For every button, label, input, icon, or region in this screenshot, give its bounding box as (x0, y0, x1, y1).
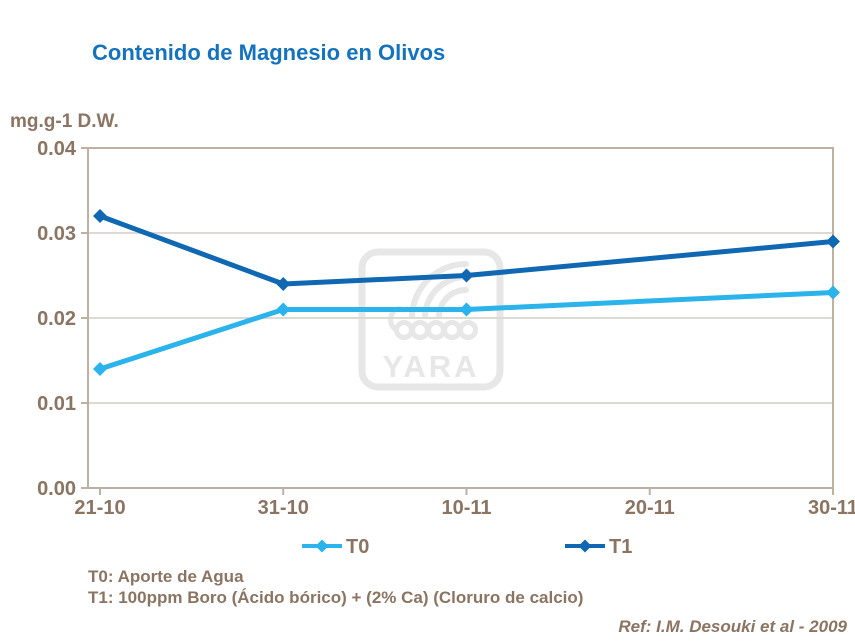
legend-marker-T0 (315, 539, 329, 553)
series-line-T1 (97, 213, 836, 287)
legend-label-T1: T1 (609, 536, 632, 558)
reference-text: Ref: I.M. Desouki et al - 2009 (618, 617, 847, 636)
legend-marker-T1 (578, 539, 592, 553)
data-point-marker-T0 (276, 302, 291, 317)
y-tick-label: 0.00 (37, 478, 76, 500)
data-point-marker-T0 (826, 285, 840, 300)
data-point-marker-T1 (459, 268, 474, 283)
data-point-marker-T1 (276, 277, 291, 291)
footnotes: T0: Aporte de Agua T1: 100ppm Boro (Ácid… (88, 566, 583, 608)
footnote-t1: T1: 100ppm Boro (Ácido bórico) + (2% Ca)… (88, 588, 584, 607)
y-tick-label: 0.03 (37, 223, 76, 245)
data-point-marker-T1 (826, 234, 840, 249)
footnote-t0: T0: Aporte de Agua (88, 567, 244, 586)
x-tick-label: 20-11 (625, 497, 675, 519)
y-axis-unit-label: mg.g-1 D.W. (10, 111, 119, 132)
x-tick-label: 21-10 (74, 497, 125, 519)
yara-watermark-label: YARA (383, 349, 480, 384)
data-point-marker-T1 (93, 209, 107, 223)
y-tick-label: 0.04 (37, 138, 77, 160)
data-point-marker-T0 (93, 362, 107, 376)
legend-label-T0: T0 (346, 536, 369, 558)
y-tick-label: 0.01 (37, 393, 76, 415)
data-point-marker-T0 (459, 302, 474, 317)
yara-watermark-icon: YARA (358, 248, 504, 391)
x-tick-label: 10-11 (441, 497, 491, 519)
x-tick-label: 30-11 (808, 497, 855, 519)
chart-title: Contenido de Magnesio en Olivos (92, 40, 446, 65)
x-tick-label: 31-10 (258, 497, 309, 519)
series-line-T0 (97, 290, 836, 372)
y-tick-label: 0.02 (37, 308, 76, 330)
